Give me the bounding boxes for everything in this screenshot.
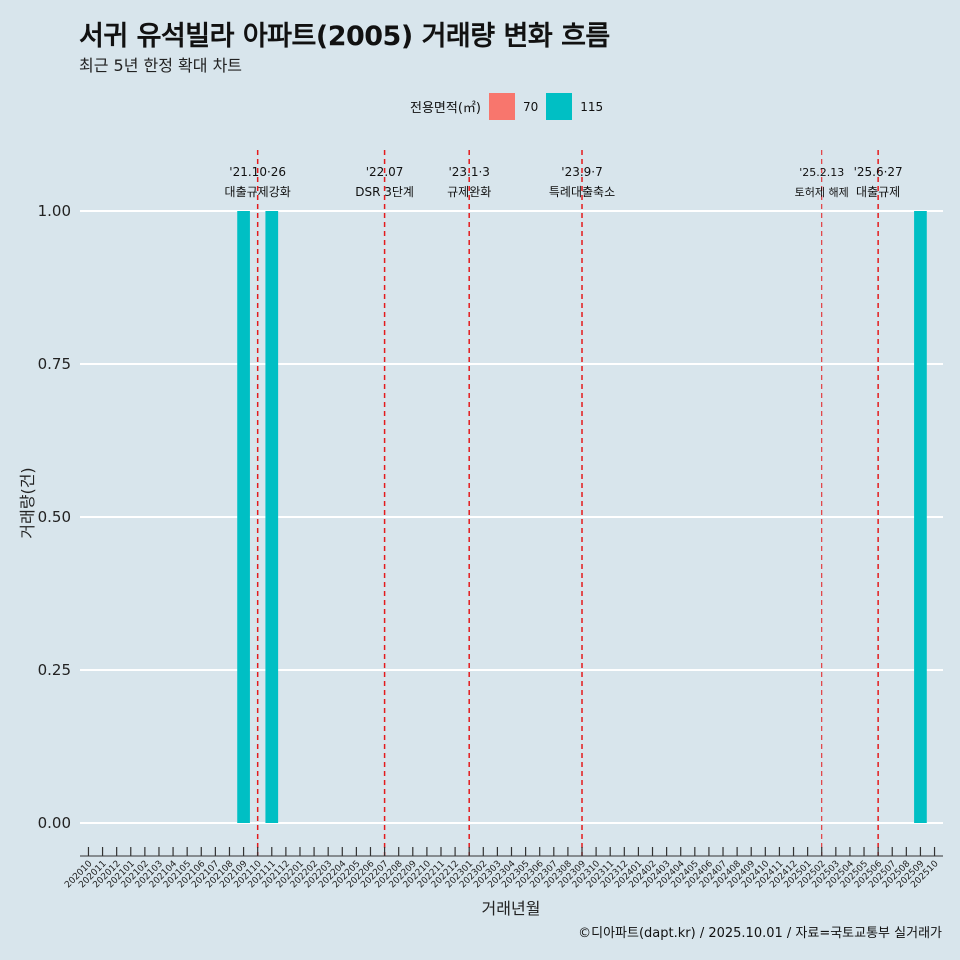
event-date-label: '23.1·3 [448,165,489,179]
legend-key-115 [546,93,573,120]
event-name-label: DSR 3단계 [355,185,414,199]
x-axis-title: 거래년월 [482,899,541,918]
event-date-label: '21.10·26 [229,165,286,179]
y-tick-label: 0.50 [38,508,71,526]
y-axis-title: 거래량(건) [18,467,37,538]
legend-label-70: 70 [522,99,539,114]
legend-key-70 [488,93,515,120]
y-tick-label: 0.25 [38,661,71,679]
event-name-label: 규제완화 [447,185,491,199]
event-name-label: 특례대출축소 [549,185,615,199]
event-name-label: 토허제 해제 [795,185,849,199]
source-caption: ©디아파트(dapt.kr) / 2025.10.01 / 자료=국토교통부 실… [578,926,942,941]
bar-115-202109 [237,211,250,823]
y-tick-label: 0.75 [38,355,71,373]
event-date-label: '25.2.13 [799,166,844,179]
chart-subtitle: 최근 5년 한정 확대 차트 [79,56,243,75]
bar-115-202111 [265,211,279,823]
event-name-label: 대출규제 [856,185,900,199]
bar-115-202509 [914,211,927,823]
event-name-label: 대출규제강화 [225,185,291,199]
event-date-label: '23.9·7 [561,165,602,179]
y-tick-label: 0.00 [38,814,71,832]
legend-title: 전용면적(㎡) [410,101,481,116]
y-tick-label: 1.00 [38,202,71,220]
event-date-label: '25.6·27 [854,165,903,179]
legend-label-115: 115 [580,99,604,114]
legend: 전용면적(㎡) 70 115 [410,93,611,120]
chart-title: 서귀 유석빌라 아파트(2005) 거래량 변화 흐름 [79,21,610,52]
event-date-label: '22.07 [366,165,404,179]
